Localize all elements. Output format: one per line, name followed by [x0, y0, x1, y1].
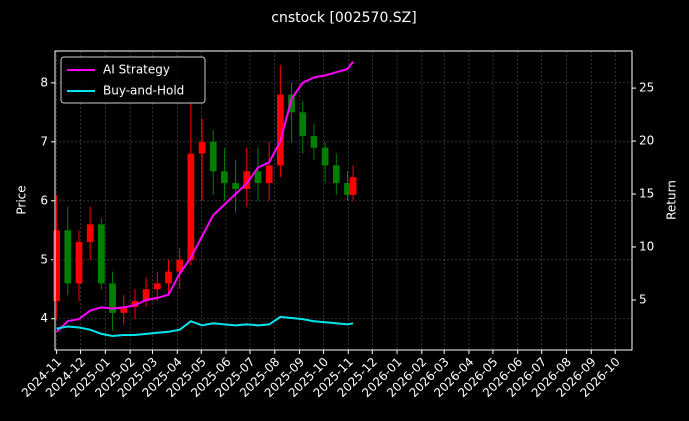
- candle-body: [97, 224, 105, 284]
- candle-body: [165, 271, 172, 284]
- candle-body: [86, 224, 94, 243]
- candle-body: [332, 165, 340, 184]
- candle-body: [221, 171, 228, 184]
- candle-body: [349, 177, 357, 195]
- y-tick-label: 5: [40, 252, 48, 266]
- legend-label: AI Strategy: [103, 63, 170, 77]
- candle-body: [53, 230, 60, 302]
- y2-axis-label: Return: [665, 180, 679, 220]
- candle-body: [131, 301, 139, 307]
- y2-tick-label: 25: [639, 81, 654, 95]
- legend-label: Buy-and-Hold: [103, 84, 184, 98]
- candle-body: [321, 147, 329, 166]
- chart-title: cnstock [002570.SZ]: [271, 10, 416, 26]
- candle-body: [109, 283, 116, 313]
- plot-frame: [54, 50, 633, 351]
- candle-body: [176, 259, 184, 272]
- candle-body: [232, 183, 239, 189]
- legend-box: [60, 56, 206, 104]
- candle-body: [288, 94, 295, 113]
- y-tick-label: 4: [40, 311, 48, 325]
- candle-body: [120, 306, 128, 313]
- y2-tick-label: 10: [639, 240, 654, 254]
- candle-body: [75, 242, 83, 284]
- y-tick-label: 6: [40, 193, 48, 207]
- candle-body: [187, 153, 195, 260]
- candle-body: [142, 289, 150, 302]
- candle-body: [64, 230, 72, 284]
- y2-tick-label: 5: [639, 292, 647, 306]
- y-tick-label: 8: [40, 75, 48, 89]
- candle-body: [344, 183, 351, 195]
- series-line: [55, 60, 354, 333]
- candle-body: [198, 141, 206, 154]
- candle-body: [243, 171, 251, 189]
- y-tick-label: 7: [40, 134, 48, 148]
- y2-tick-label: 15: [639, 187, 654, 201]
- candle-body: [277, 94, 284, 166]
- candle-body: [209, 141, 217, 172]
- y-axis-label: Price: [15, 185, 29, 214]
- series-line: [56, 315, 354, 338]
- y2-tick-label: 20: [639, 134, 654, 148]
- candle-body: [265, 165, 273, 184]
- candle-body: [299, 112, 307, 136]
- candle-body: [254, 171, 262, 184]
- candle-body: [310, 135, 318, 148]
- candle-body: [153, 283, 161, 290]
